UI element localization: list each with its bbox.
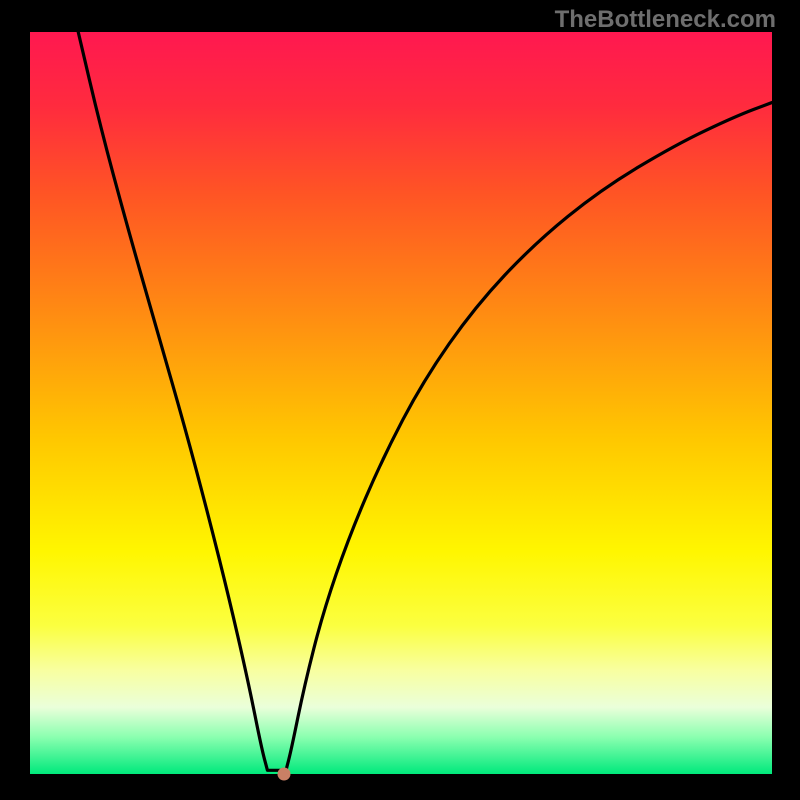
minimum-marker [277, 768, 290, 781]
curve-layer [30, 32, 772, 774]
watermark-text: TheBottleneck.com [555, 6, 776, 34]
plot-area [30, 32, 772, 774]
bottleneck-curve [78, 32, 772, 770]
